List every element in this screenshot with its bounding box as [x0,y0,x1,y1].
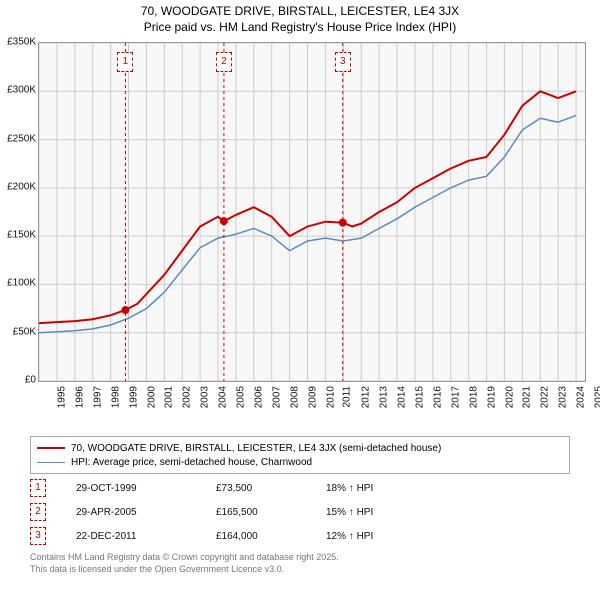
y-tick-label: £300K [7,85,36,96]
sale-date: 29-APR-2005 [76,507,216,518]
x-tick-label: 2012 [361,386,372,408]
x-tick-label: 2003 [199,386,210,408]
y-tick-label: £0 [25,375,36,386]
plot-svg [39,43,585,381]
x-tick-label: 2004 [217,386,228,408]
sale-price: £164,000 [216,531,326,542]
legend-row-hpi: HPI: Average price, semi-detached house,… [37,455,563,469]
x-tick-label: 2019 [486,386,497,408]
legend-label-hpi: HPI: Average price, semi-detached house,… [71,457,312,468]
x-tick-label: 2022 [540,386,551,408]
y-tick-label: £250K [7,133,36,144]
x-tick-label: 1997 [92,386,103,408]
y-tick-label: £100K [7,278,36,289]
sale-diff: 12% ↑ HPI [326,531,446,542]
legend-label-property: 70, WOODGATE DRIVE, BIRSTALL, LEICESTER,… [71,443,441,454]
x-tick-label: 1996 [74,386,85,408]
x-tick-label: 2023 [557,386,568,408]
y-tick-label: £50K [13,326,36,337]
legend-swatch-property [37,447,65,449]
attribution-line1: Contains HM Land Registry data © Crown c… [30,552,339,564]
sale-price: £73,500 [216,483,326,494]
y-tick-label: £200K [7,181,36,192]
x-tick-label: 2009 [307,386,318,408]
attribution-line2: This data is licensed under the Open Gov… [30,564,339,576]
sale-date: 22-DEC-2011 [76,531,216,542]
legend-row-property: 70, WOODGATE DRIVE, BIRSTALL, LEICESTER,… [37,441,563,455]
sale-index-badge: 2 [30,503,46,521]
x-tick-label: 2008 [289,386,300,408]
sale-index-badge: 1 [30,479,46,497]
y-tick-label: £350K [7,37,36,48]
sale-diff: 15% ↑ HPI [326,507,446,518]
legend-swatch-hpi [37,462,65,463]
x-tick-label: 2024 [575,386,586,408]
sale-index-badge: 3 [30,527,46,545]
x-tick-label: 1999 [128,386,139,408]
x-tick-label: 2007 [271,386,282,408]
x-tick-label: 2000 [146,386,157,408]
sale-marker-flag: 3 [335,52,351,72]
x-tick-label: 1995 [56,386,67,408]
x-tick-label: 2014 [396,386,407,408]
x-tick-label: 2011 [342,386,353,408]
x-tick-label: 2018 [468,386,479,408]
sale-marker-flag: 1 [117,52,133,72]
sale-diff: 18% ↑ HPI [326,483,446,494]
x-tick-label: 2002 [182,386,193,408]
x-tick-label: 2015 [414,386,425,408]
x-tick-label: 2020 [504,386,515,408]
x-tick-label: 2025 [593,386,600,408]
x-tick-label: 2016 [432,386,443,408]
legend: 70, WOODGATE DRIVE, BIRSTALL, LEICESTER,… [30,436,570,474]
x-tick-label: 2017 [450,386,461,408]
sale-marker-flag: 2 [216,52,232,72]
sale-price: £165,500 [216,507,326,518]
x-tick-label: 2006 [253,386,264,408]
x-tick-label: 2010 [325,386,336,408]
table-row: 2 29-APR-2005 £165,500 15% ↑ HPI [30,500,446,524]
x-tick-label: 2001 [164,386,175,408]
y-tick-label: £150K [7,230,36,241]
plot-area [38,42,586,382]
x-tick-label: 2021 [522,386,533,408]
table-row: 1 29-OCT-1999 £73,500 18% ↑ HPI [30,476,446,500]
attribution: Contains HM Land Registry data © Crown c… [30,552,339,575]
x-tick-label: 2005 [235,386,246,408]
sales-table: 1 29-OCT-1999 £73,500 18% ↑ HPI 2 29-APR… [30,476,446,548]
x-tick-label: 1998 [110,386,121,408]
chart-container: 70, WOODGATE DRIVE, BIRSTALL, LEICESTER,… [0,0,600,590]
table-row: 3 22-DEC-2011 £164,000 12% ↑ HPI [30,524,446,548]
chart-title-line2: Price paid vs. HM Land Registry's House … [0,20,600,34]
chart-title-line1: 70, WOODGATE DRIVE, BIRSTALL, LEICESTER,… [0,0,600,20]
x-tick-label: 2013 [378,386,389,408]
sale-date: 29-OCT-1999 [76,483,216,494]
